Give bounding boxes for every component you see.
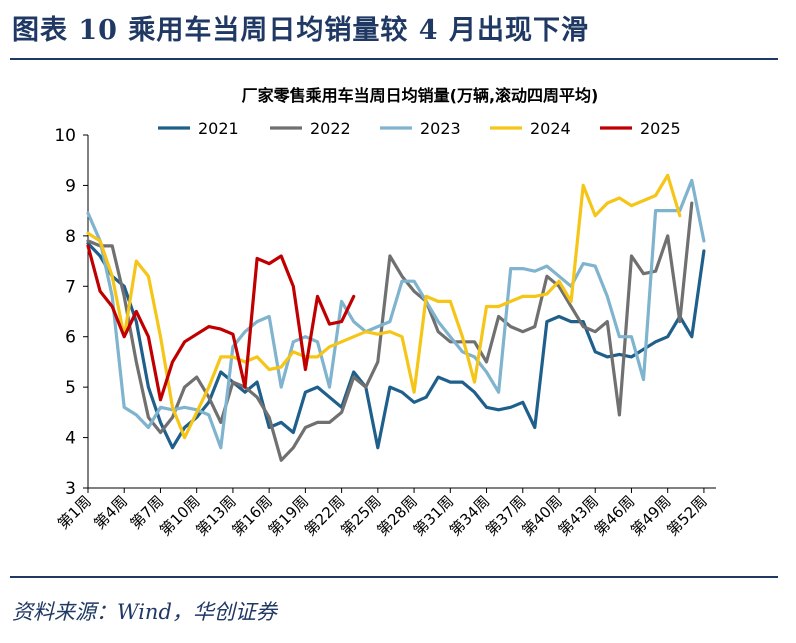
- x-tick-label: 第31周: [410, 492, 457, 539]
- legend-label-2021: 2021: [198, 119, 239, 138]
- legend: 2021 2022 2023 2024 2025: [158, 119, 681, 138]
- source-note: 资料来源：Wind，华创证券: [12, 600, 277, 624]
- x-tick-label: 第34周: [446, 492, 493, 539]
- y-tick-label: 3: [65, 479, 76, 499]
- x-tick-label: 第16周: [229, 492, 276, 539]
- x-tick-label: 第52周: [663, 492, 710, 539]
- x-tick-label: 第37周: [482, 492, 529, 539]
- y-axis: 3 4 5 6 7 8 9 10: [54, 126, 89, 499]
- top-divider: [10, 58, 778, 60]
- y-tick-label: 4: [65, 429, 76, 449]
- bottom-divider: [10, 576, 778, 578]
- legend-label-2025: 2025: [640, 119, 681, 138]
- x-tick-label: 第25周: [337, 492, 384, 539]
- x-tick-label: 第4周: [90, 492, 131, 533]
- y-tick-label: 9: [65, 176, 76, 196]
- x-tick-label: 第43周: [555, 492, 602, 539]
- series-line-2024: [86, 173, 682, 440]
- x-tick-label: 第22周: [301, 492, 348, 539]
- legend-label-2022: 2022: [310, 119, 351, 138]
- x-tick-label: 第10周: [156, 492, 203, 539]
- x-tick-label: 第13周: [192, 492, 239, 539]
- y-tick-label: 5: [65, 378, 76, 398]
- series-line-2025: [86, 244, 356, 402]
- y-tick-label: 8: [65, 227, 76, 247]
- y-tick-label: 6: [65, 328, 76, 348]
- series-line-2023: [86, 178, 706, 450]
- series-line-2022: [86, 201, 694, 462]
- x-tick-label: 第46周: [591, 492, 638, 539]
- figure-title: 图表 10 乘用车当周日均销量较 4 月出现下滑: [12, 15, 589, 46]
- legend-label-2024: 2024: [530, 119, 571, 138]
- x-tick-label: 第40周: [518, 492, 565, 539]
- legend-label-2023: 2023: [420, 119, 461, 138]
- x-tick-label: 第19周: [265, 492, 312, 539]
- chart-title: 厂家零售乘用车当周日均销量(万辆,滚动四周平均): [242, 86, 599, 105]
- x-tick-label: 第49周: [627, 492, 674, 539]
- series-lines: [86, 173, 706, 462]
- y-tick-label: 10: [54, 126, 76, 146]
- line-chart: 厂家零售乘用车当周日均销量(万辆,滚动四周平均) 2021 2022 2023 202…: [54, 86, 716, 540]
- x-axis: 第1周第4周第7周第10周第13周第16周第19周第22周第25周第28周第31…: [54, 487, 716, 540]
- y-tick-label: 7: [65, 277, 76, 297]
- x-tick-label: 第28周: [373, 492, 420, 539]
